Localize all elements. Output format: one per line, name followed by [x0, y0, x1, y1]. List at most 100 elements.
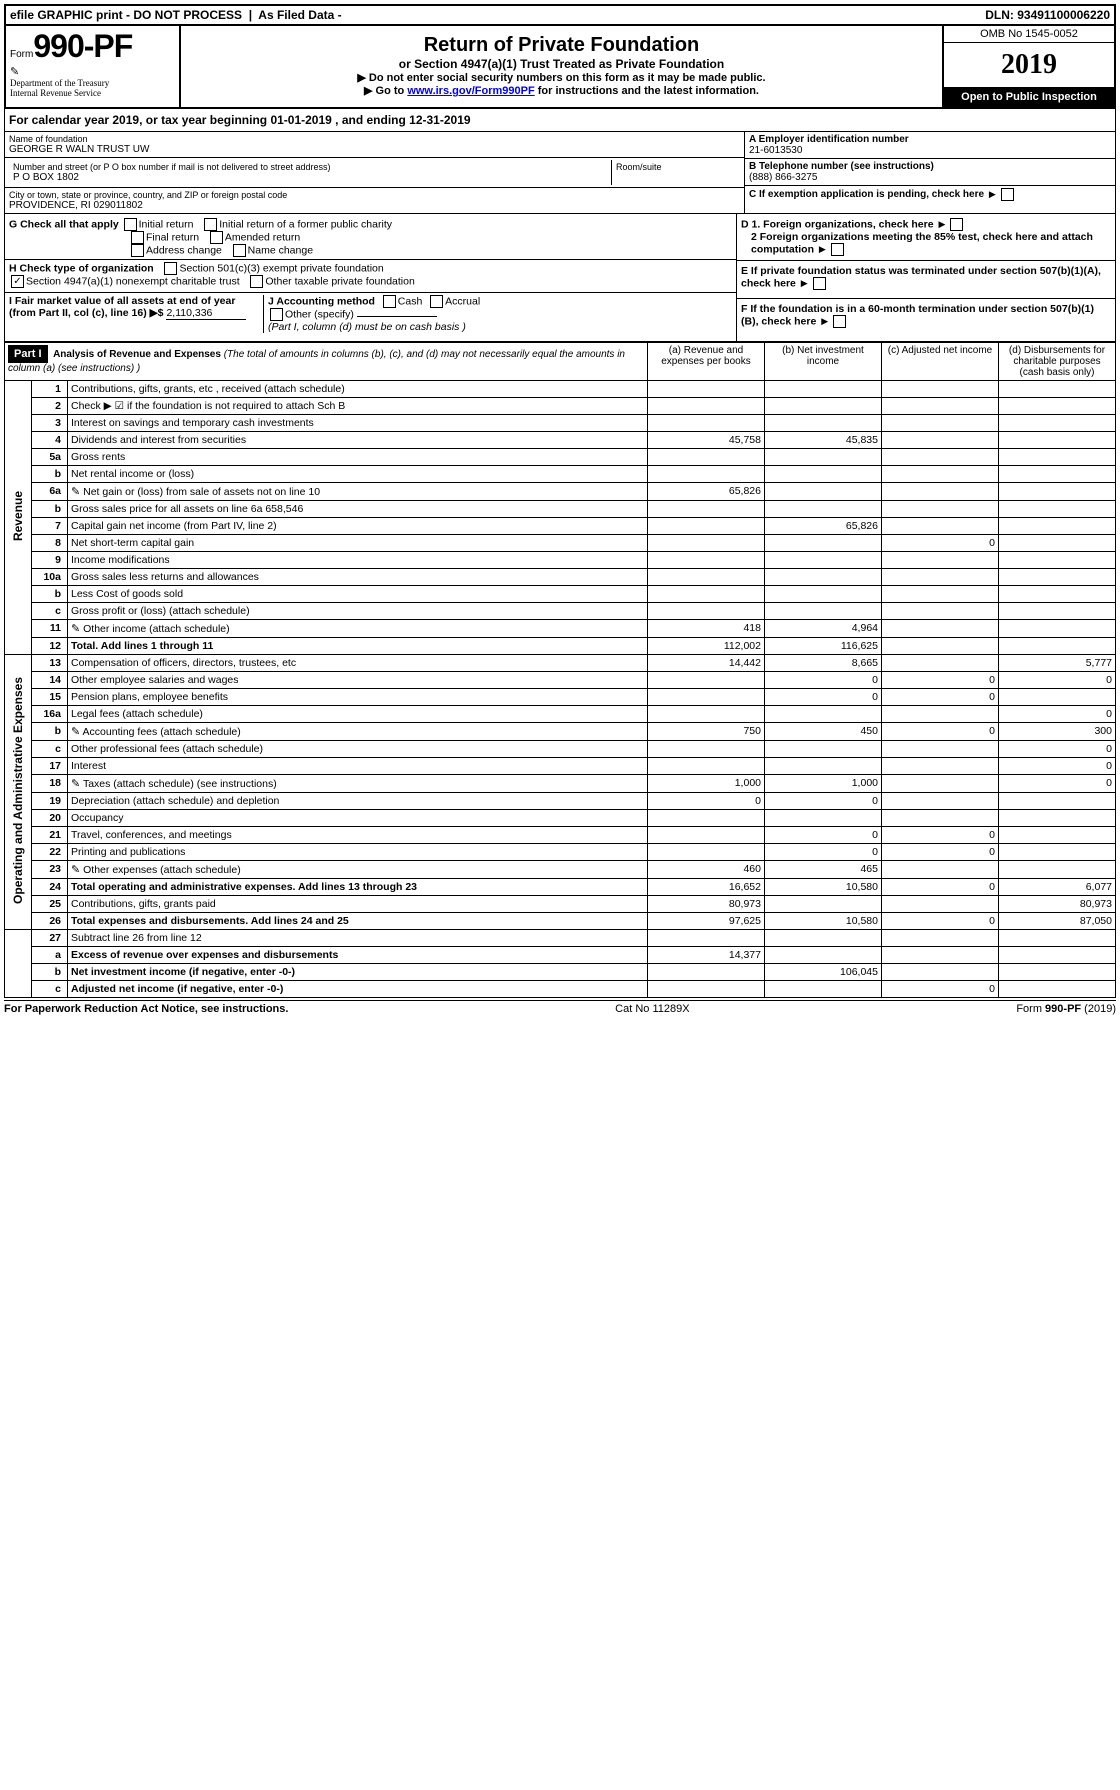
header-mid: Return of Private Foundation or Section …	[181, 26, 942, 107]
row-desc: Total expenses and disbursements. Add li…	[68, 913, 648, 930]
cell-b: 106,045	[765, 964, 882, 981]
calendar-year-line: For calendar year 2019, or tax year begi…	[4, 109, 1116, 132]
cell-d2	[999, 930, 1116, 947]
cell-c: 0	[882, 827, 999, 844]
cell-b	[765, 603, 882, 620]
checkbox-name[interactable]	[233, 244, 246, 257]
attach-icon[interactable]: ✎	[71, 623, 80, 635]
cell-d2	[999, 381, 1116, 398]
row-desc: Dividends and interest from securities	[68, 432, 648, 449]
checkbox-c[interactable]	[1001, 188, 1014, 201]
row-desc: Capital gain net income (from Part IV, l…	[68, 518, 648, 535]
cell-d2	[999, 569, 1116, 586]
cell-b: 450	[765, 723, 882, 741]
telephone-value: (888) 866-3275	[749, 172, 817, 183]
foundation-city: PROVIDENCE, RI 029011802	[9, 200, 740, 211]
cell-c	[882, 501, 999, 518]
checkbox-other-tax[interactable]	[250, 275, 263, 288]
checkbox-amended[interactable]	[210, 231, 223, 244]
cell-a: 14,442	[648, 655, 765, 672]
cell-c	[882, 586, 999, 603]
row-desc: Subtract line 26 from line 12	[68, 930, 648, 947]
cell-d2: 300	[999, 723, 1116, 741]
cell-c	[882, 861, 999, 879]
checkbox-f[interactable]	[833, 315, 846, 328]
cell-b	[765, 706, 882, 723]
cell-b: 0	[765, 672, 882, 689]
row-desc: Gross sales price for all assets on line…	[68, 501, 648, 518]
row-num: b	[32, 466, 68, 483]
cell-d2	[999, 432, 1116, 449]
cell-b	[765, 466, 882, 483]
row-desc: Interest on savings and temporary cash i…	[68, 415, 648, 432]
row-desc: Contributions, gifts, grants, etc , rece…	[68, 381, 648, 398]
row-desc: Gross rents	[68, 449, 648, 466]
cell-c	[882, 775, 999, 793]
cell-c	[882, 947, 999, 964]
cell-a: 14,377	[648, 947, 765, 964]
cell-a	[648, 810, 765, 827]
irs-link[interactable]: www.irs.gov/Form990PF	[407, 85, 534, 97]
side-label: Revenue	[5, 381, 32, 655]
checkbox-accrual[interactable]	[430, 295, 443, 308]
checkbox-other-method[interactable]	[270, 308, 283, 321]
row-desc: ✎ Other expenses (attach schedule)	[68, 861, 648, 879]
checkbox-cash[interactable]	[383, 295, 396, 308]
cell-c	[882, 930, 999, 947]
checkbox-d2[interactable]	[831, 243, 844, 256]
cell-d2	[999, 844, 1116, 861]
cell-b: 0	[765, 689, 882, 706]
checkbox-address[interactable]	[131, 244, 144, 257]
attach-icon[interactable]: ✎	[71, 778, 80, 790]
row-desc: Legal fees (attach schedule)	[68, 706, 648, 723]
row-num: 27	[32, 930, 68, 947]
row-desc: Income modifications	[68, 552, 648, 569]
row-num: 13	[32, 655, 68, 672]
cell-a	[648, 398, 765, 415]
row-num: 11	[32, 620, 68, 638]
checkbox-4947[interactable]: ✓	[11, 275, 24, 288]
checkbox-final[interactable]	[131, 231, 144, 244]
cell-a	[648, 535, 765, 552]
row-desc: ✎ Other income (attach schedule)	[68, 620, 648, 638]
cell-d2: 0	[999, 758, 1116, 775]
checkbox-501c3[interactable]	[164, 262, 177, 275]
cell-b	[765, 381, 882, 398]
cell-c	[882, 415, 999, 432]
cell-a	[648, 827, 765, 844]
cell-c: 0	[882, 844, 999, 861]
cell-a	[648, 501, 765, 518]
cell-c	[882, 896, 999, 913]
cell-c	[882, 706, 999, 723]
part1-label: Part I	[8, 345, 48, 363]
cell-d2: 80,973	[999, 896, 1116, 913]
cell-b: 465	[765, 861, 882, 879]
row-desc: Net rental income or (loss)	[68, 466, 648, 483]
cell-c	[882, 518, 999, 535]
cell-d2	[999, 552, 1116, 569]
row-num: 17	[32, 758, 68, 775]
cell-c	[882, 810, 999, 827]
attach-icon[interactable]: ✎	[71, 864, 80, 876]
checkbox-e[interactable]	[813, 277, 826, 290]
cell-a	[648, 381, 765, 398]
row-desc: Less Cost of goods sold	[68, 586, 648, 603]
row-num: b	[32, 723, 68, 741]
cell-c	[882, 381, 999, 398]
cell-b	[765, 483, 882, 501]
row-num: 18	[32, 775, 68, 793]
checkbox-d1[interactable]	[950, 218, 963, 231]
cell-a: 45,758	[648, 432, 765, 449]
cell-b	[765, 398, 882, 415]
efile-notice: efile GRAPHIC print - DO NOT PROCESS | A…	[10, 8, 342, 22]
attach-icon[interactable]: ✎	[71, 486, 80, 498]
row-num: c	[32, 741, 68, 758]
row-desc: Pension plans, employee benefits	[68, 689, 648, 706]
checkbox-initial-former[interactable]	[204, 218, 217, 231]
checkbox-initial[interactable]	[124, 218, 137, 231]
cell-c	[882, 964, 999, 981]
cell-d2	[999, 689, 1116, 706]
fmv-value: 2,110,336	[166, 307, 246, 320]
cell-d2	[999, 501, 1116, 518]
attach-icon[interactable]: ✎	[71, 726, 80, 738]
